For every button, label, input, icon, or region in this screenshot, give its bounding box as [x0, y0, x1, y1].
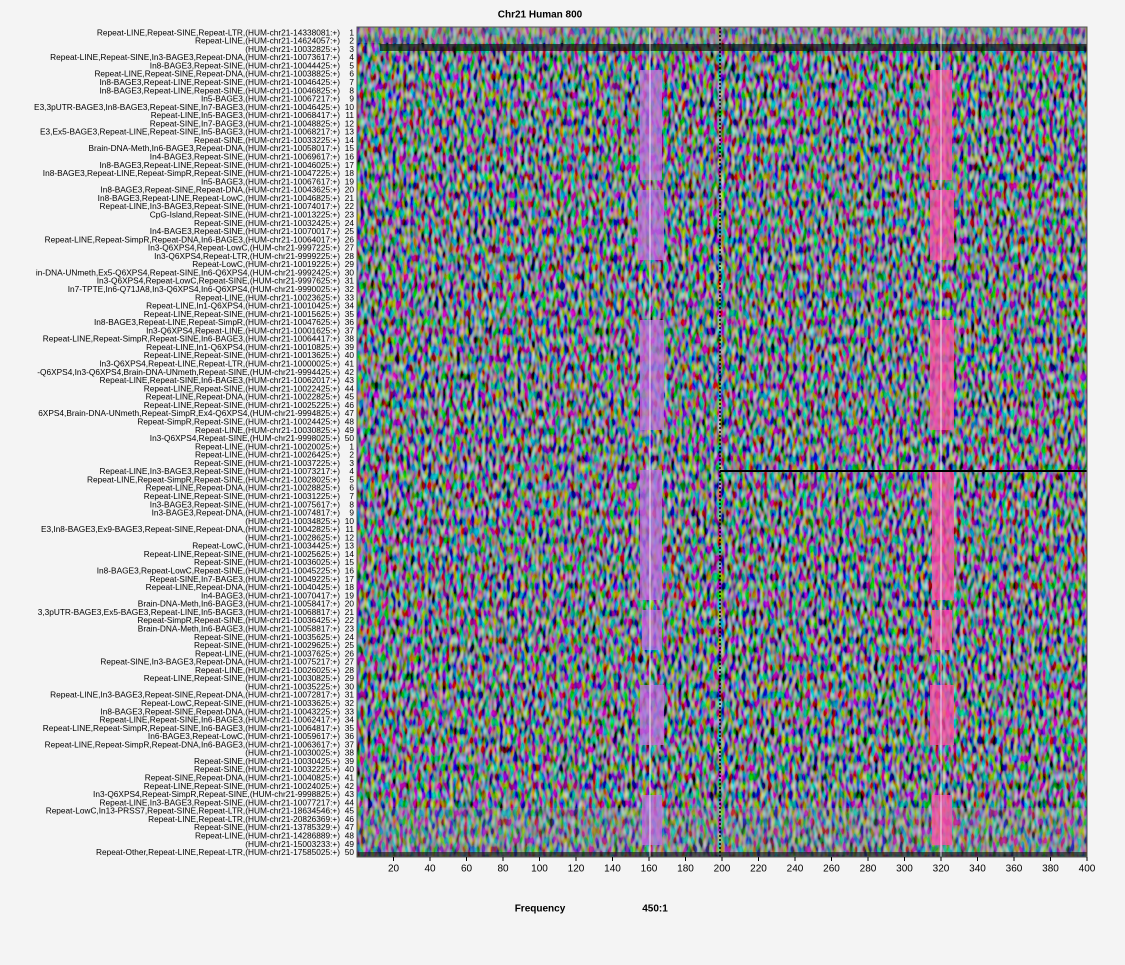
- ratio-note: 450:1: [642, 904, 668, 915]
- x-tick-label: 60: [461, 864, 473, 875]
- x-tick-label: 20: [388, 864, 400, 875]
- heatmap-top-rows: [357, 27, 1087, 43]
- x-tick-label: 360: [1006, 864, 1023, 875]
- heatmap: [357, 27, 1087, 857]
- heatmap-bottom-rows: [357, 808, 1087, 857]
- x-tick-label: 200: [714, 864, 731, 875]
- x-tick-label: 380: [1042, 864, 1059, 875]
- x-tick-label: 320: [933, 864, 950, 875]
- x-tick-label: 260: [823, 864, 840, 875]
- x-tick-label: 100: [531, 864, 548, 875]
- x-tick-label: 40: [424, 864, 436, 875]
- x-tick-label: 160: [641, 864, 658, 875]
- heatmap-cells: [357, 27, 1087, 857]
- x-tick-label: 220: [750, 864, 767, 875]
- x-tick-label: 140: [604, 864, 621, 875]
- x-tick-label: 80: [497, 864, 509, 875]
- x-tick-label: 280: [860, 864, 877, 875]
- chart: Chr21 Human 800 Repeat-LINE,Repeat-SINE,…: [0, 0, 1125, 965]
- row-label: Repeat-Other,Repeat-LINE,Repeat-LTR,(HUM…: [96, 847, 340, 857]
- x-axis-label: Frequency: [515, 904, 566, 915]
- chart-title: Chr21 Human 800: [498, 10, 583, 21]
- x-tick-label: 120: [568, 864, 585, 875]
- heatmap-dark-row: [357, 852, 1087, 857]
- x-tick-label: 340: [969, 864, 986, 875]
- heatmap-dark-row: [380, 44, 1087, 51]
- row-number: 50: [345, 847, 355, 857]
- x-tick-label: 300: [896, 864, 913, 875]
- x-tick-label: 400: [1079, 864, 1096, 875]
- x-tick-label: 180: [677, 864, 694, 875]
- x-tick-label: 240: [787, 864, 804, 875]
